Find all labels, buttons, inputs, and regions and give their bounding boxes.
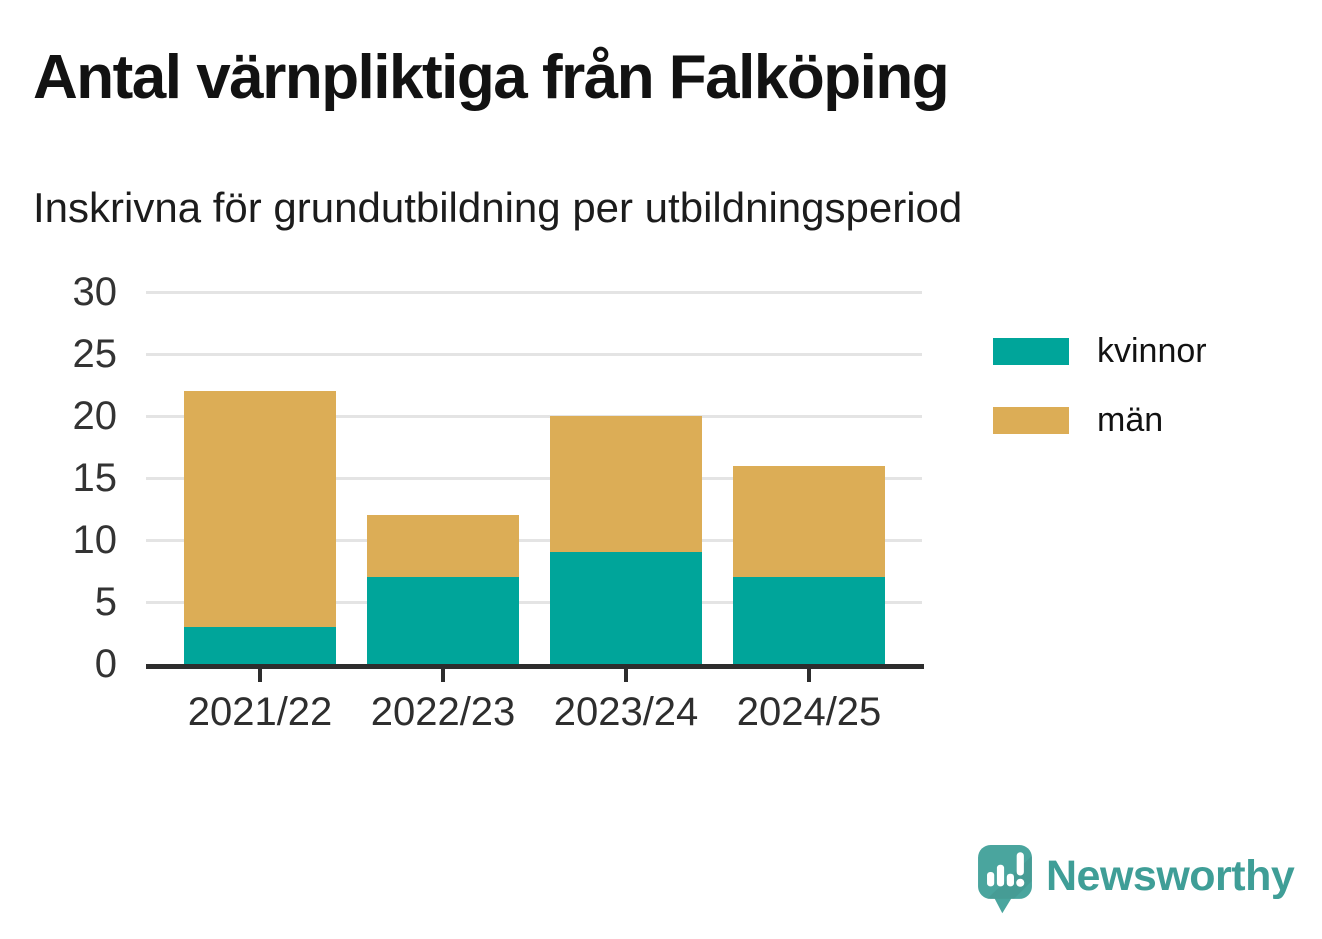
y-tick-label-5: 5 [94,580,117,624]
y-tick-label-15: 15 [72,456,118,500]
bar-segment-män-2024-25 [733,465,885,578]
legend: kvinnor män [993,332,1207,470]
gridline-30 [146,291,922,294]
gridline-15 [146,477,922,480]
newsworthy-wordmark: Newsworthy [1046,852,1295,900]
x-tick-label-2022-23: 2022/23 [370,690,516,734]
y-tick-label-10: 10 [72,518,118,562]
gridline-10 [146,539,922,542]
bar-segment-kvinnor-2024-25 [733,577,885,664]
y-tick-label-0: 0 [94,642,117,686]
x-tick-label-2021-22: 2021/22 [187,690,333,734]
y-tick-label-25: 25 [72,332,118,376]
bar-segment-kvinnor-2022-23 [367,577,519,664]
legend-item-kvinnor: kvinnor [993,332,1207,371]
bar-segment-män-2023-24 [550,416,702,553]
gridline-20 [146,415,922,418]
bar-segment-kvinnor-2023-24 [550,552,702,664]
gridline-5 [146,601,922,604]
x-tick-2022-23 [441,669,445,682]
y-tick-label-30: 30 [72,270,118,314]
x-axis-line [146,664,924,669]
newsworthy-logo-icon [978,845,1032,914]
x-tick-2023-24 [624,669,628,682]
chart-subtitle: Inskrivna för grundutbildning per utbild… [33,184,963,231]
legend-label-kvinnor: kvinnor [1097,332,1207,370]
gridline-25 [146,353,922,356]
bar-segment-kvinnor-2021-22 [184,626,336,664]
legend-swatch-man [993,407,1069,434]
x-tick-label-2024-25: 2024/25 [736,690,882,734]
legend-label-man: män [1097,401,1164,439]
chart-title: Antal värnpliktiga från Falköping [33,43,950,112]
x-tick-2021-22 [258,669,262,682]
newsworthy-branding: Newsworthy [978,845,1295,916]
bar-segment-män-2021-22 [184,391,336,627]
bar-segment-män-2022-23 [367,515,519,578]
y-tick-label-20: 20 [72,394,118,438]
x-tick-label-2023-24: 2023/24 [553,690,699,734]
legend-item-man: män [993,401,1207,440]
legend-swatch-kvinnor [993,338,1069,365]
x-tick-2024-25 [807,669,811,682]
